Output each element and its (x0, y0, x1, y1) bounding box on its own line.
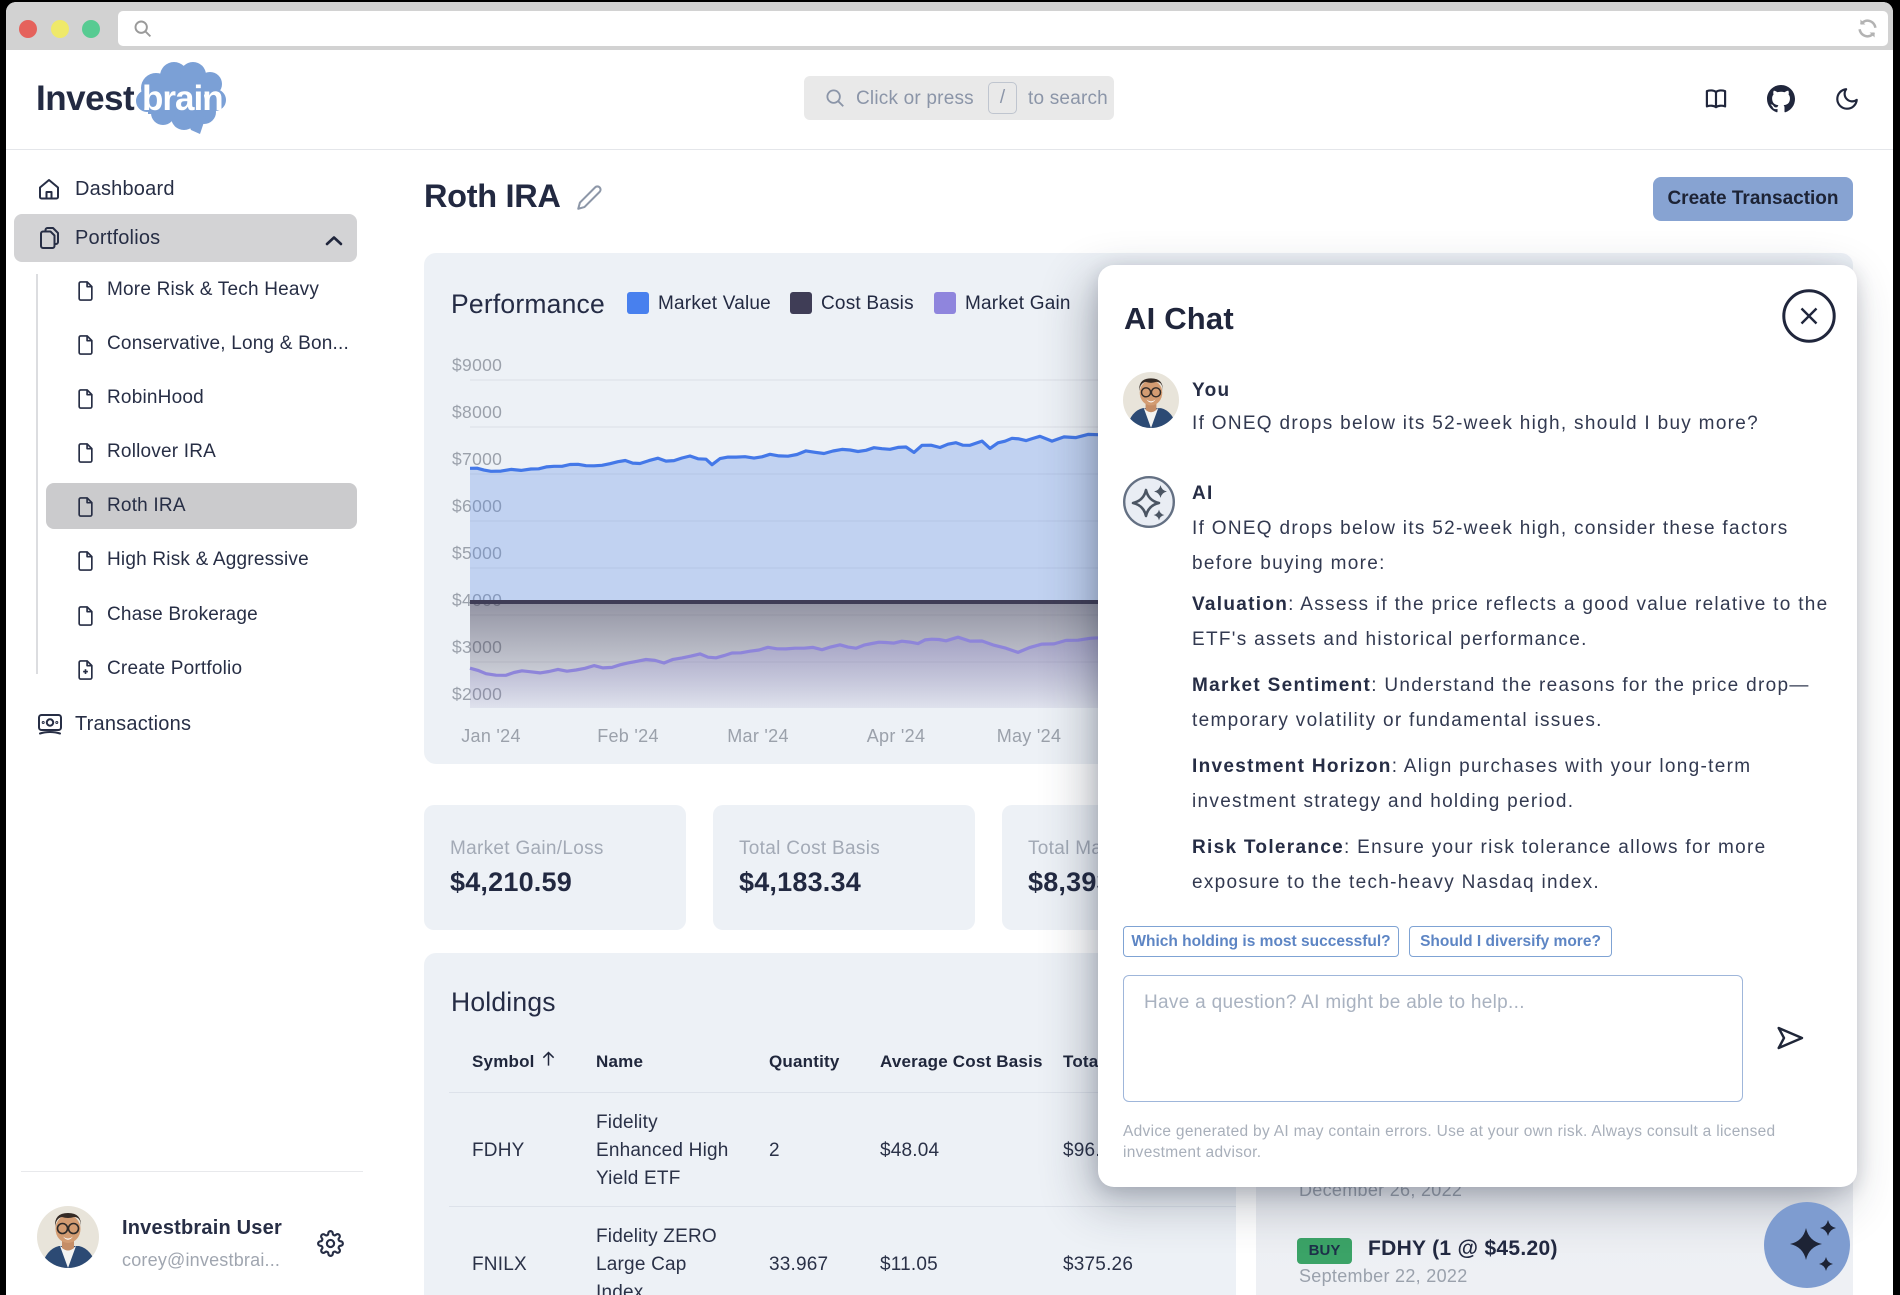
svg-text:$7000: $7000 (452, 449, 502, 469)
svg-text:$9000: $9000 (452, 355, 502, 375)
svg-text:$8000: $8000 (452, 402, 502, 422)
svg-text:May '24: May '24 (997, 726, 1062, 746)
svg-text:$5000: $5000 (452, 543, 502, 563)
svg-text:Apr '24: Apr '24 (867, 726, 926, 746)
svg-text:$6000: $6000 (452, 496, 502, 516)
svg-text:Feb '24: Feb '24 (597, 726, 659, 746)
svg-text:Mar '24: Mar '24 (727, 726, 789, 746)
svg-text:Jan '24: Jan '24 (461, 726, 521, 746)
